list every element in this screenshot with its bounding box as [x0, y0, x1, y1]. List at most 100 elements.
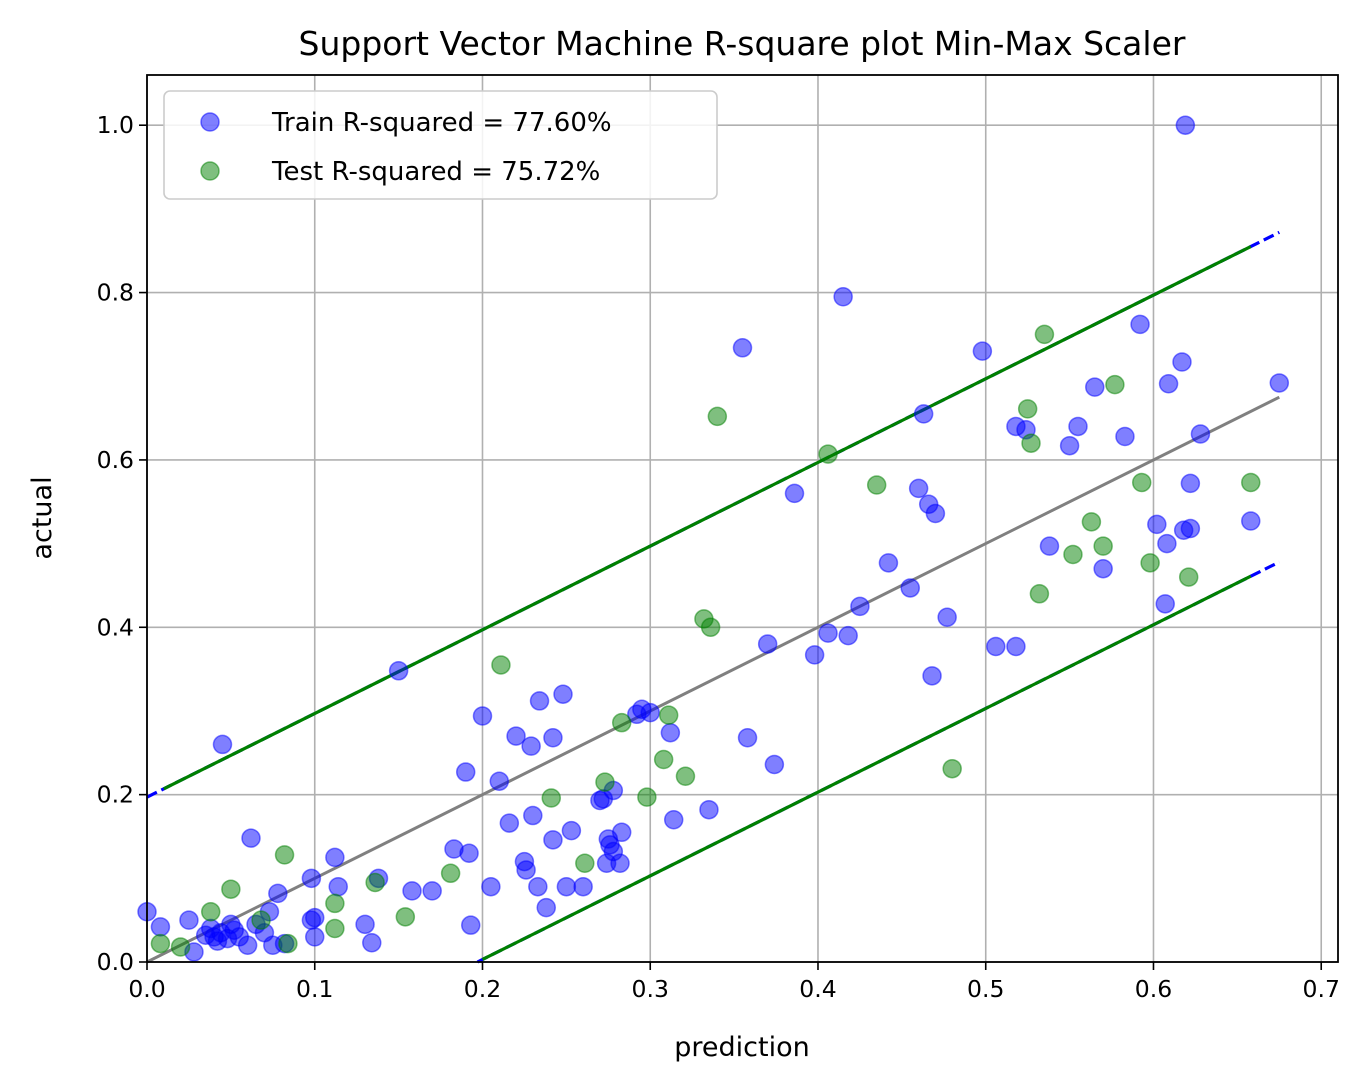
- test-point: [1034, 324, 1055, 345]
- train-point: [850, 596, 870, 617]
- chart-title: Support Vector Machine R-square plot Min…: [299, 24, 1186, 63]
- train-point: [499, 813, 520, 833]
- train-point: [1006, 636, 1026, 657]
- train-point: [1155, 594, 1175, 614]
- test-point: [251, 910, 271, 930]
- train-point: [388, 661, 409, 681]
- train-point: [543, 727, 563, 748]
- y-tick-label: 0.6: [97, 446, 134, 474]
- test-point: [1105, 374, 1125, 395]
- train-point: [1059, 435, 1080, 456]
- train-point: [556, 876, 577, 897]
- train-point: [301, 868, 322, 889]
- train-point: [472, 706, 493, 726]
- test-point: [325, 918, 345, 939]
- test-point: [200, 902, 221, 922]
- train-point: [553, 684, 573, 704]
- test-point: [365, 872, 385, 893]
- train-point: [1115, 426, 1135, 447]
- train-point: [1130, 314, 1150, 335]
- train-point: [1180, 473, 1201, 494]
- train-point: [523, 805, 543, 826]
- train-point: [1190, 424, 1211, 444]
- train-point: [972, 341, 993, 361]
- train-point: [268, 883, 288, 904]
- test-point: [658, 705, 679, 725]
- train-point: [561, 820, 582, 841]
- test-point: [1029, 584, 1050, 604]
- train-point: [402, 881, 422, 901]
- train-point: [536, 897, 556, 918]
- x-tick-label: 0.7: [1303, 975, 1340, 1003]
- train-point: [1039, 536, 1060, 556]
- train-point: [325, 847, 345, 868]
- train-point: [528, 876, 548, 897]
- x-tick-label: 0.6: [1135, 975, 1172, 1003]
- train-point: [506, 726, 526, 746]
- test-point: [1017, 399, 1038, 419]
- train-point: [922, 666, 942, 686]
- test-point: [491, 655, 511, 675]
- train-point: [212, 734, 233, 755]
- plot-frame: [146, 74, 1339, 963]
- train-point: [543, 830, 563, 850]
- train-point: [1085, 377, 1105, 397]
- train-point: [838, 625, 858, 646]
- train-point: [1172, 352, 1192, 372]
- train-point: [573, 876, 593, 897]
- train-point: [737, 727, 758, 748]
- test-point: [818, 444, 838, 464]
- legend: Train R-squared = 77.60% Test R-squared …: [163, 90, 718, 200]
- train-point: [900, 578, 920, 598]
- test-point: [150, 933, 171, 954]
- y-tick-label: 0.2: [97, 781, 134, 809]
- test-point: [675, 766, 696, 786]
- train-point: [937, 607, 957, 627]
- test-point: [595, 772, 615, 792]
- x-tick-label: 0.4: [799, 975, 836, 1003]
- test-point: [942, 758, 962, 779]
- test-point: [440, 863, 461, 884]
- train-point: [362, 933, 382, 953]
- train-point: [878, 553, 899, 573]
- train-point: [764, 754, 785, 775]
- test-point: [611, 712, 632, 733]
- x-tick-label: 0.5: [967, 975, 1004, 1003]
- legend-marker-test: [200, 161, 220, 181]
- train-point: [1175, 115, 1196, 135]
- test-point: [325, 893, 345, 914]
- train-point: [328, 876, 348, 897]
- train-point: [611, 822, 632, 843]
- y-tick-label: 0.0: [97, 948, 134, 976]
- legend-label-train: Train R-squared = 77.60%: [271, 108, 612, 138]
- train-point: [304, 927, 325, 947]
- train-point: [150, 917, 171, 937]
- train-point: [521, 736, 541, 756]
- train-point: [1158, 374, 1179, 394]
- test-point: [1093, 536, 1113, 556]
- y-axis-label: actual: [27, 476, 58, 559]
- train-point: [489, 771, 510, 792]
- test-point: [707, 406, 728, 427]
- x-tick-label: 0.0: [128, 975, 165, 1003]
- train-point: [833, 287, 853, 307]
- test-point: [1131, 472, 1152, 493]
- train-point: [1241, 511, 1261, 531]
- train-point: [913, 404, 934, 424]
- train-point: [455, 762, 476, 782]
- train-point: [179, 910, 199, 930]
- axis-ticks: 0.0 0.1 0.2 0.3 0.4 0.5 0.6 0.7 0.0 0.2 0.4 0.6 0.8 1…: [97, 111, 1340, 1003]
- train-point: [304, 907, 325, 928]
- train-point: [459, 843, 479, 863]
- train-point: [663, 809, 684, 830]
- train-point: [640, 702, 660, 723]
- train-point: [461, 915, 481, 935]
- train-point: [1093, 558, 1113, 579]
- test-point: [575, 853, 595, 874]
- y-tick-label: 1.0: [97, 111, 134, 139]
- test-point: [700, 617, 721, 638]
- test-point: [278, 933, 298, 954]
- test-point: [1140, 553, 1160, 573]
- reference-line: [481, 574, 1252, 961]
- train-point: [908, 478, 929, 499]
